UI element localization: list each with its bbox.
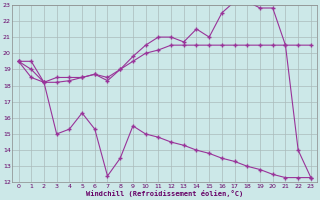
X-axis label: Windchill (Refroidissement éolien,°C): Windchill (Refroidissement éolien,°C) — [86, 190, 243, 197]
